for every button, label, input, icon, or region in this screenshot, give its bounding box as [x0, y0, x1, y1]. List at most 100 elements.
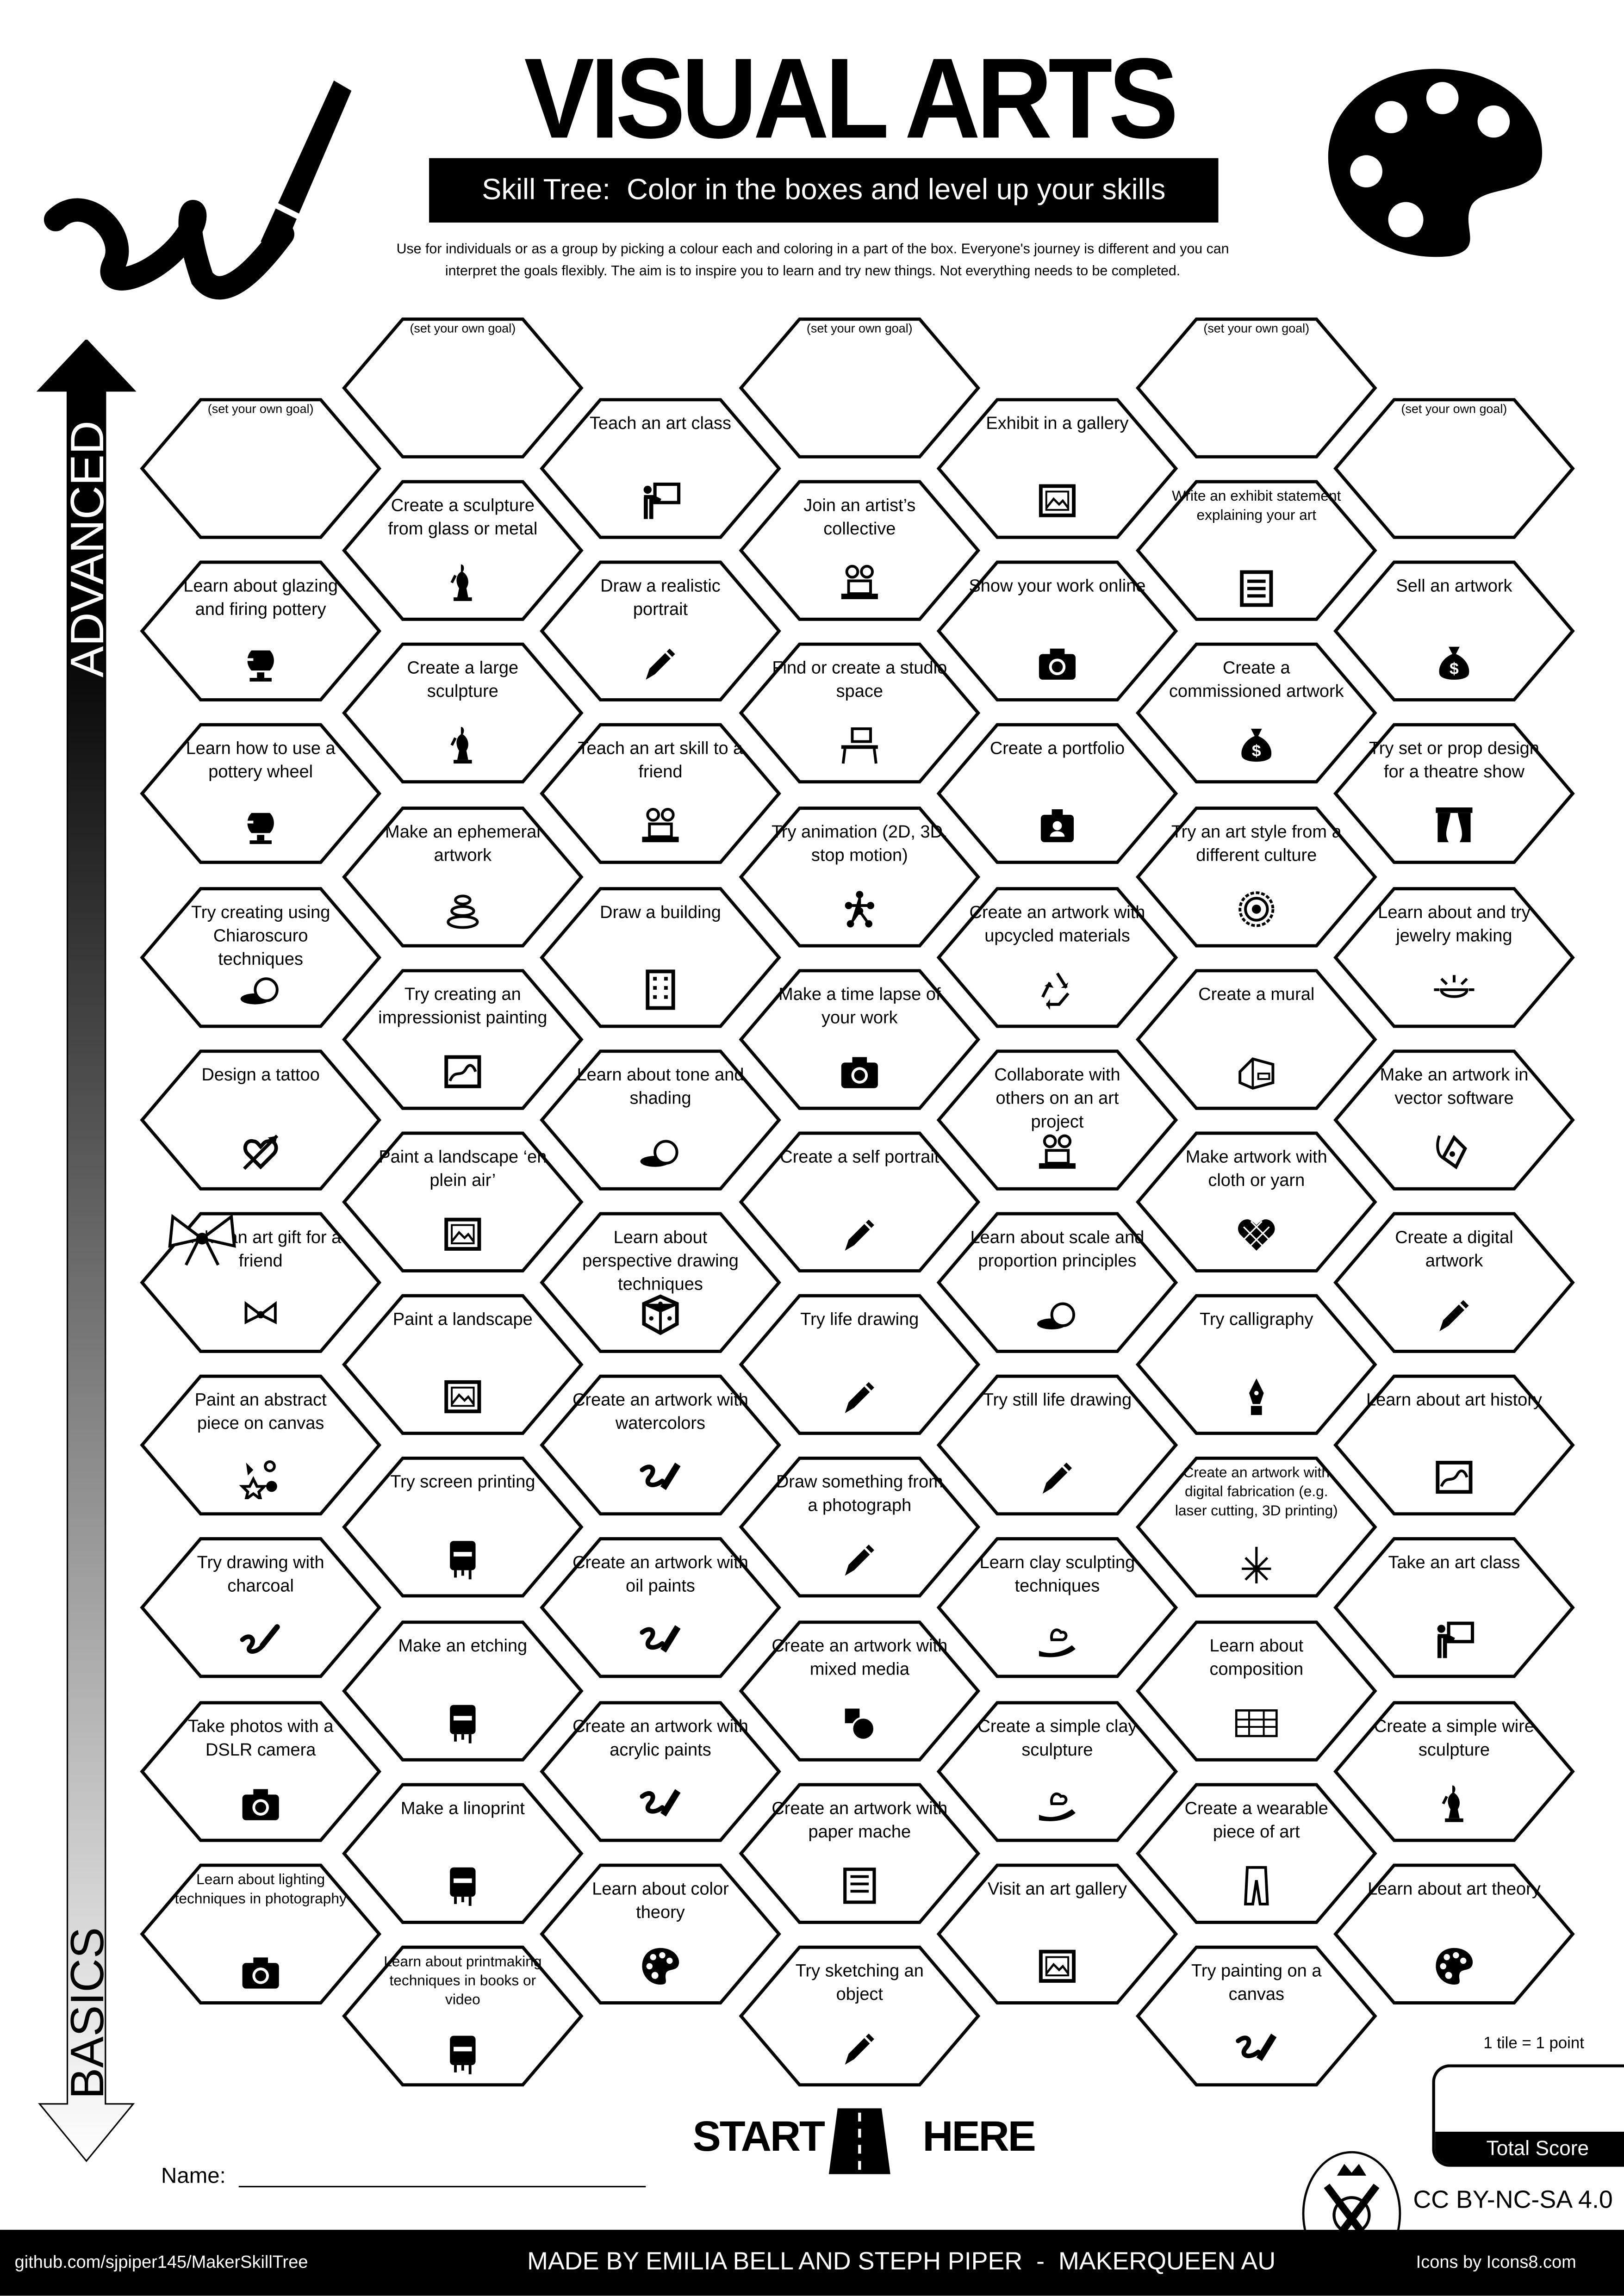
skill-tile[interactable]: Take an art class [1332, 1536, 1575, 1680]
skill-tile[interactable]: Try screen printing [341, 1456, 584, 1599]
skill-tile[interactable]: Draw a realistic portrait [539, 559, 782, 703]
skill-tile[interactable]: Draw something from a photograph [738, 1456, 981, 1599]
hexagon-outline [1135, 1945, 1377, 2087]
skill-tile[interactable]: Learn about composition [1135, 1619, 1378, 1762]
skill-tile[interactable]: Create an artwork with paper mache [738, 1781, 981, 1925]
skill-tile[interactable]: Create a wearable piece of art [1135, 1781, 1378, 1925]
skill-tile[interactable]: Create a mural [1135, 968, 1378, 1111]
skill-tile[interactable]: Learn about art history [1332, 1374, 1575, 1517]
skill-label: Draw a realistic portrait [600, 576, 721, 620]
skill-tile[interactable]: Create a self portrait [738, 1130, 981, 1274]
skill-tile[interactable]: Try calligraphy [1135, 1293, 1378, 1436]
skill-tile[interactable]: Visit an art gallery [936, 1862, 1179, 2005]
skill-tile[interactable]: Create a simple wire sculpture [1332, 1699, 1575, 1843]
skill-tile[interactable]: Learn clay sculpting techniques [936, 1536, 1179, 1680]
skill-tile[interactable]: Make a linoprint [341, 1781, 584, 1925]
skill-tile[interactable]: Teach an art skill to a friend [539, 722, 782, 866]
skill-label: Learn about tone and shading [577, 1064, 744, 1108]
skill-tile[interactable]: Try set or prop design for a theatre sho… [1332, 722, 1575, 866]
skill-tile[interactable]: Paint a landscape ‘en plein air’ [341, 1130, 584, 1274]
skill-tile[interactable]: Create an artwork with mixed media [738, 1619, 981, 1762]
footer-bar: github.com/sjpiper145/MakerSkillTree MAD… [0, 2229, 1624, 2296]
skill-tile[interactable]: Learn about lighting techniques in photo… [139, 1862, 382, 2005]
heart-arrow-icon [243, 1134, 279, 1170]
icons-credit-link[interactable]: Icons by Icons8.com [1416, 2252, 1576, 2272]
skill-tile[interactable]: Create an artwork with watercolors [539, 1374, 782, 1517]
skill-tile[interactable]: Make an artwork in vector software [1332, 1048, 1575, 1191]
skill-tile[interactable]: Try animation (2D, 3D, stop motion) [738, 805, 981, 948]
skill-tile[interactable]: Try creating using Chiaroscuro technique… [139, 885, 382, 1029]
hexagon-outline [1135, 1782, 1377, 1924]
skill-tile[interactable]: Make artwork with cloth or yarn [1135, 1130, 1378, 1274]
skill-tile[interactable]: Create a commissioned artwork $ [1135, 642, 1378, 785]
skill-tile[interactable]: Learn about and try jewelry making [1332, 885, 1575, 1029]
skill-label: Create a simple wire sculpture [1374, 1715, 1534, 1759]
skill-tile[interactable]: Sell an artwork $ [1332, 559, 1575, 703]
skill-tile[interactable]: Create a large sculpture [341, 642, 584, 785]
skill-tile[interactable]: Try creating an impressionist painting [341, 968, 584, 1111]
skill-tile[interactable]: Create a simple clay sculpture [936, 1699, 1179, 1843]
skill-tile[interactable]: Write an exhibit statement explaining yo… [1135, 479, 1378, 622]
skill-tile[interactable]: Learn about color theory [539, 1862, 782, 2005]
skill-tile[interactable]: Learn about perspective drawing techniqu… [539, 1211, 782, 1354]
skill-tile[interactable]: Create an artwork with acrylic paints [539, 1699, 782, 1843]
skill-tile[interactable]: Paint a landscape [341, 1293, 584, 1436]
skill-label: Create an artwork with mixed media [772, 1635, 948, 1679]
total-score-box[interactable]: Total Score [1432, 2064, 1624, 2167]
skill-tile[interactable]: Try sketching an object [738, 1944, 981, 2088]
skill-label: Try screen printing [390, 1472, 535, 1493]
skill-tile[interactable]: Collaborate with others on an art projec… [936, 1048, 1179, 1191]
skill-tile[interactable]: Learn how to use a pottery wheel [139, 722, 382, 866]
skill-label: Teach an art skill to a friend [578, 738, 743, 782]
skill-tile[interactable]: Show your work online [936, 559, 1179, 703]
hexagon-outline [540, 398, 781, 539]
skill-tile[interactable]: Create an artwork with digital fabricati… [1135, 1456, 1378, 1599]
pottery-icon [244, 813, 274, 845]
skill-tile[interactable]: Draw a building [539, 885, 782, 1029]
skill-tile-custom-goal[interactable]: (set your own goal) [139, 397, 382, 540]
skill-tile-custom-goal[interactable]: (set your own goal) [1332, 397, 1575, 540]
light-shadow-icon [1037, 1302, 1076, 1330]
skill-tile[interactable]: Make an etching [341, 1619, 584, 1762]
skill-tile[interactable]: Try drawing with charcoal [139, 1536, 382, 1680]
skill-tile[interactable]: Try still life drawing [936, 1374, 1179, 1517]
abstract-shapes-icon [239, 1460, 277, 1500]
skill-tile[interactable]: Learn about tone and shading [539, 1048, 782, 1191]
skill-label: Learn about glazing and firing pottery [183, 576, 338, 620]
skill-tile[interactable]: Create a digital artwork [1332, 1211, 1575, 1354]
printing-icon [450, 2035, 476, 2074]
skill-tile[interactable]: Find or create a studio space [738, 642, 981, 785]
skill-tile[interactable]: Make an ephemeral artwork [341, 805, 584, 948]
skill-tile[interactable]: Design a tattoo [139, 1048, 382, 1191]
skill-tile-custom-goal[interactable]: (set your own goal) [341, 316, 584, 459]
name-field[interactable] [238, 2186, 646, 2188]
skill-tile[interactable]: Learn about art theory [1332, 1862, 1575, 2005]
skill-tile-custom-goal[interactable]: (set your own goal) [738, 316, 981, 459]
skill-tile[interactable]: Learn about printmaking techniques in bo… [341, 1944, 584, 2088]
hexagon-outline [540, 1538, 781, 1679]
hexagon-outline [540, 561, 781, 702]
skill-tile[interactable]: Take photos with a DSLR camera [139, 1699, 382, 1843]
skill-tile[interactable]: Paint an abstract piece on canvas [139, 1374, 382, 1517]
github-link[interactable]: github.com/sjpiper145/MakerSkillTree [14, 2252, 308, 2272]
skill-label: Create an artwork with watercolors [572, 1390, 748, 1434]
hexagon-outline [936, 1863, 1178, 2004]
skill-tile-custom-goal[interactable]: (set your own goal) [1135, 316, 1378, 459]
skill-tile[interactable]: Learn about glazing and firing pottery [139, 559, 382, 703]
skill-tile[interactable]: Join an artist’s collective [738, 479, 981, 622]
skill-tile[interactable]: Teach an art class [539, 397, 782, 540]
hexagon-outline [936, 1212, 1178, 1353]
skill-tile[interactable]: Create an artwork with upcycled material… [936, 885, 1179, 1029]
skill-tile[interactable]: Exhibit in a gallery [936, 397, 1179, 540]
skill-tile[interactable]: Learn about scale and proportion princip… [936, 1211, 1179, 1354]
skill-tile[interactable]: Try an art style from a different cultur… [1135, 805, 1378, 948]
skill-tile[interactable]: Make a time lapse of your work [738, 968, 981, 1111]
hexagon-outline [140, 1538, 382, 1679]
skill-tile[interactable]: Try painting on a canvas [1135, 1944, 1378, 2088]
skill-tile[interactable]: Create a portfolio [936, 722, 1179, 866]
skill-tile[interactable]: Try life drawing [738, 1293, 981, 1436]
skill-label: Join an artist’s collective [803, 495, 916, 539]
hexagon-outline [936, 1538, 1178, 1679]
skill-tile[interactable]: Create a sculpture from glass or metal [341, 479, 584, 622]
skill-tile[interactable]: Create an artwork with oil paints [539, 1536, 782, 1680]
